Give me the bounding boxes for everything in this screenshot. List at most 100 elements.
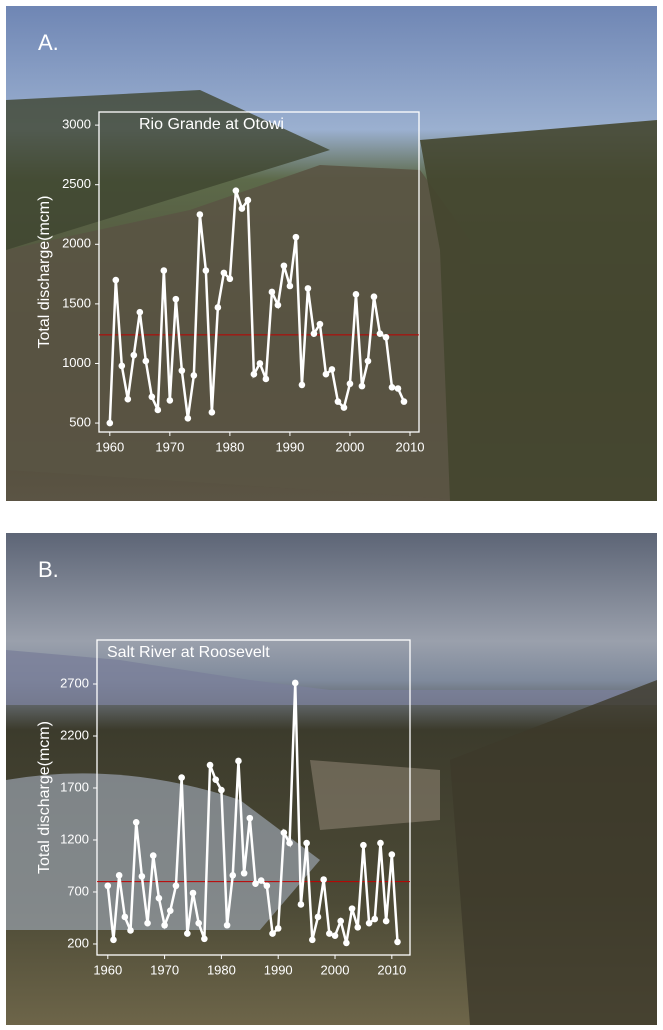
point: [304, 285, 312, 292]
point: [328, 366, 336, 373]
x-tick-label: 1990: [264, 962, 293, 977]
point: [286, 839, 293, 847]
series-line: [108, 190, 406, 424]
point: [154, 406, 162, 414]
point: [280, 262, 288, 270]
point: [400, 398, 408, 405]
point: [166, 907, 174, 914]
series-line: [106, 682, 399, 944]
point: [382, 333, 390, 341]
y-tick-label: 2000: [62, 236, 91, 251]
point: [286, 282, 294, 290]
point: [268, 288, 276, 296]
point: [244, 196, 252, 204]
y-tick-label: 1500: [62, 295, 91, 310]
panel-label: B.: [38, 557, 59, 582]
point: [184, 930, 191, 937]
point: [292, 233, 300, 241]
point: [352, 291, 360, 298]
point: [376, 330, 384, 337]
point: [212, 776, 220, 783]
point: [136, 308, 144, 316]
point: [226, 275, 234, 283]
plot-frame: [98, 111, 420, 433]
chart-title: Salt River at Roosevelt: [107, 644, 270, 661]
point: [354, 924, 362, 931]
point: [196, 211, 204, 218]
point: [316, 320, 324, 328]
point: [132, 819, 140, 826]
point: [298, 381, 306, 389]
point: [195, 919, 202, 927]
point: [256, 360, 264, 367]
x-tick-label: 2000: [321, 962, 350, 977]
point: [172, 882, 180, 890]
x-tick-label: 1980: [207, 962, 236, 977]
y-tick-label: 1700: [60, 779, 89, 794]
x-tick-label: 1960: [93, 962, 122, 977]
point: [262, 375, 270, 383]
point: [190, 372, 198, 379]
y-tick-label: 2500: [62, 176, 91, 191]
y-tick-label: 700: [67, 883, 89, 898]
point: [238, 205, 246, 212]
point: [263, 882, 271, 890]
x-tick-label: 1970: [155, 439, 184, 454]
x-tick-label: 2010: [377, 962, 406, 977]
point: [178, 367, 186, 374]
point: [229, 872, 237, 879]
point: [130, 351, 138, 359]
point: [172, 295, 180, 303]
chart-title: Rio Grande at Otowi: [139, 116, 284, 133]
point: [160, 267, 168, 274]
point: [257, 877, 265, 884]
point: [121, 913, 129, 921]
y-tick-label: 200: [67, 935, 89, 950]
point: [144, 919, 151, 927]
point: [346, 380, 354, 388]
point: [310, 330, 318, 337]
point: [322, 370, 330, 378]
x-tick-label: 2010: [396, 439, 425, 454]
point: [189, 889, 197, 897]
point: [364, 357, 372, 365]
point: [326, 930, 333, 937]
point: [235, 757, 242, 765]
point: [337, 917, 344, 925]
point: [246, 814, 254, 822]
point: [184, 414, 192, 422]
point: [382, 917, 390, 925]
point: [202, 267, 210, 274]
y-axis-label: Total discharge(mcm): [36, 721, 53, 874]
point: [115, 872, 123, 879]
x-tick-label: 2000: [335, 439, 364, 454]
point: [240, 869, 248, 877]
point: [110, 936, 117, 944]
point: [303, 839, 310, 847]
point: [269, 930, 276, 937]
point: [220, 269, 228, 277]
x-tick-label: 1990: [275, 439, 304, 454]
point: [104, 882, 112, 890]
point: [394, 938, 401, 946]
panel-label: A.: [38, 30, 59, 55]
point: [340, 404, 348, 411]
point: [218, 786, 225, 794]
x-tick-label: 1980: [215, 439, 244, 454]
point: [377, 839, 384, 847]
point: [106, 419, 114, 427]
point: [370, 293, 378, 301]
point: [127, 927, 134, 934]
point: [155, 894, 163, 902]
point: [250, 370, 258, 378]
point: [343, 939, 350, 947]
photo-b: [6, 533, 657, 1025]
point: [161, 921, 168, 929]
point: [334, 398, 342, 405]
point: [291, 679, 299, 687]
y-tick-label: 1000: [62, 355, 91, 370]
point: [394, 385, 402, 392]
point: [280, 829, 288, 837]
photo-a: [6, 6, 657, 501]
